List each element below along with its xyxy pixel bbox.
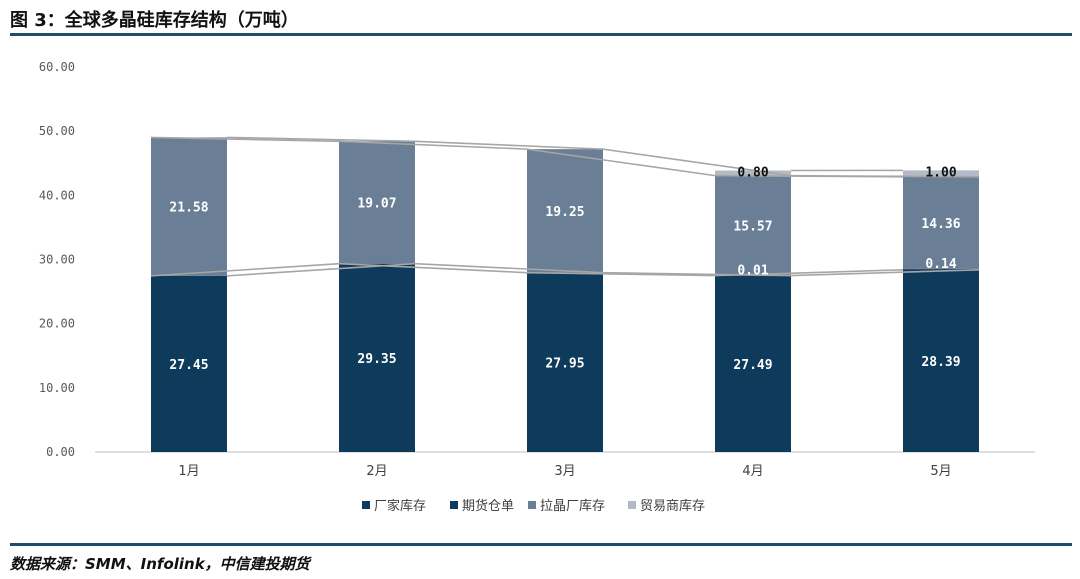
data-label: 27.95 <box>545 356 584 371</box>
series-connector <box>338 140 528 150</box>
y-tick-label: 20.00 <box>39 317 75 331</box>
y-tick-label: 50.00 <box>39 124 75 138</box>
data-label: 1.00 <box>925 165 956 180</box>
bar-segment <box>715 275 791 452</box>
legend-swatch <box>362 501 370 509</box>
y-tick-label: 0.00 <box>46 445 75 459</box>
legend-label: 期货仓单 <box>462 498 514 514</box>
x-tick-label: 3月 <box>554 464 575 479</box>
y-tick-label: 60.00 <box>39 60 75 74</box>
bars <box>151 137 979 452</box>
series-connector <box>338 262 528 274</box>
bar-segment <box>903 268 979 270</box>
data-label: 0.80 <box>737 166 768 181</box>
bar-segment <box>151 275 227 452</box>
bar-segment <box>339 263 415 452</box>
series-connector <box>790 269 980 277</box>
top-divider <box>10 33 1072 36</box>
x-tick-label: 5月 <box>930 464 951 479</box>
bar-segment <box>527 272 603 452</box>
data-label: 0.14 <box>925 257 956 272</box>
series-connector <box>526 148 716 177</box>
x-tick-label: 1月 <box>178 464 199 479</box>
legend-label: 贸易商库存 <box>640 498 705 514</box>
x-tick-label: 2月 <box>366 464 387 479</box>
bar-segment <box>903 170 979 177</box>
data-label: 14.36 <box>921 217 960 232</box>
data-label: 19.25 <box>545 205 584 220</box>
series-connector <box>790 174 980 178</box>
data-label: 27.45 <box>169 358 208 373</box>
data-labels: 27.45 21.58 29.35 19.07 27.95 19.25 27.49 0.01 1… <box>169 165 960 373</box>
bar-segment <box>151 137 227 276</box>
data-label: 27.49 <box>733 358 772 373</box>
series-connector <box>602 148 792 177</box>
y-tick-label: 10.00 <box>39 381 75 395</box>
y-tick-label: 40.00 <box>39 188 75 202</box>
legend-swatch <box>628 501 636 509</box>
legend-swatch <box>450 501 458 509</box>
series-connector <box>150 136 340 143</box>
series-connector <box>602 271 792 277</box>
series-connector <box>414 140 604 150</box>
bar-segment <box>339 141 415 264</box>
data-label: 19.07 <box>357 196 396 211</box>
legend-label: 厂家库存 <box>374 498 426 514</box>
bar-segment <box>715 170 791 176</box>
bar-segment <box>903 176 979 269</box>
bar-segment <box>527 149 603 273</box>
bar-segment <box>903 269 979 452</box>
legend: 厂家库存 期货仓单 拉晶厂库存 贸易商库存 <box>362 498 705 514</box>
data-label: 0.01 <box>737 264 768 279</box>
series-connector <box>414 262 604 274</box>
series-connector <box>226 136 416 143</box>
x-tick-label: 4月 <box>742 464 763 479</box>
legend-label: 拉晶厂库存 <box>540 498 605 514</box>
series-connector <box>526 271 716 277</box>
series-connector <box>714 269 904 277</box>
data-label: 21.58 <box>169 201 208 216</box>
data-label: 29.35 <box>357 352 396 367</box>
data-label: 28.39 <box>921 355 960 370</box>
legend-swatch <box>528 501 536 509</box>
bottom-divider <box>10 543 1072 546</box>
y-axis: 0.00 10.00 20.00 30.00 40.00 50.00 60.00 <box>39 60 75 459</box>
y-tick-label: 30.00 <box>39 253 75 267</box>
bar-segment <box>715 175 791 276</box>
x-axis: 1月 2月 3月 4月 5月 <box>95 451 1035 479</box>
source-note: 数据来源：SMM、Infolink，中信建投期货 <box>10 555 310 573</box>
data-label: 15.57 <box>733 220 772 235</box>
chart-title: 图 3：全球多晶硅库存结构（万吨） <box>10 10 299 31</box>
series-lines <box>150 136 980 277</box>
chart: 0.00 10.00 20.00 30.00 40.00 50.00 60.00 1月 2月 3… <box>39 60 1035 514</box>
series-connector <box>150 262 340 277</box>
